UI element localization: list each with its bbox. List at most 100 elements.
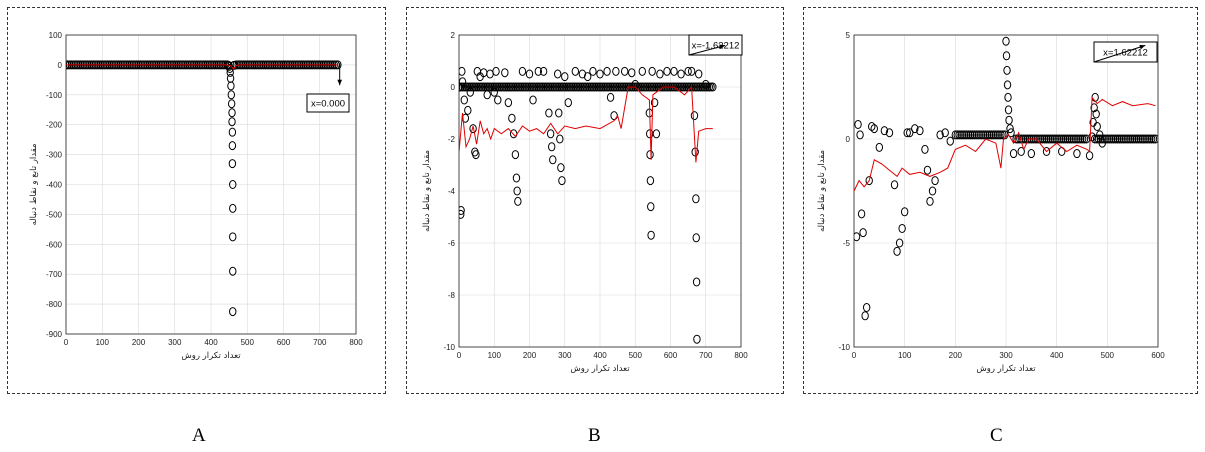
marker-point [605, 82, 613, 92]
marker-point [1096, 130, 1104, 140]
marker-point [459, 66, 466, 76]
marker-point [543, 82, 551, 92]
marker-point [916, 126, 924, 136]
marker-point [508, 82, 516, 92]
panel-label-a: A [192, 425, 206, 446]
x-tick-label: 500 [241, 338, 255, 347]
marker-point [680, 82, 689, 92]
marker-point [459, 82, 467, 92]
marker-point [619, 82, 627, 92]
marker-point [561, 82, 569, 92]
marker-point [923, 165, 932, 175]
marker-point [566, 82, 574, 92]
y-tick-label: -600 [46, 240, 63, 249]
marker-point [603, 82, 611, 92]
marker-point [946, 136, 954, 146]
annotation-arrowhead [1139, 44, 1146, 50]
marker-point [857, 209, 866, 219]
plot-marks [459, 66, 717, 344]
marker-point [459, 206, 465, 215]
marker-point [1142, 134, 1150, 144]
marker-point [1134, 134, 1143, 144]
marker-point [545, 82, 553, 92]
marker-point [504, 82, 513, 92]
chart-c-svg: 0 100 200 300 400 500 600 5 0 -5 -10 تعداد تکرار رو… [817, 31, 1165, 374]
marker-point [1039, 134, 1047, 144]
marker-point [591, 82, 599, 92]
marker-point [513, 186, 521, 196]
marker-point [467, 82, 476, 92]
marker-point [1042, 134, 1051, 144]
y-tick-label: -200 [46, 121, 63, 130]
marker-point [583, 72, 592, 82]
marker-point [459, 82, 463, 92]
x-tick-label: 300 [168, 338, 182, 347]
marker-point [580, 82, 588, 92]
marker-point [955, 130, 963, 140]
marker-point [1115, 134, 1124, 144]
marker-point [509, 82, 518, 92]
marker-point [646, 176, 655, 186]
marker-point [516, 82, 525, 92]
marker-point [859, 228, 867, 238]
marker-point [534, 82, 543, 92]
marker-point [957, 130, 965, 140]
marker-point [689, 82, 698, 92]
marker-point [226, 73, 235, 83]
marker-point [515, 82, 523, 92]
plot-marks [66, 60, 342, 317]
marker-point [926, 196, 934, 206]
marker-point [620, 66, 629, 76]
marker-point [980, 130, 988, 140]
marker-point [554, 69, 562, 79]
annotation-box [688, 34, 743, 56]
marker-point [228, 108, 236, 118]
marker-point [229, 180, 237, 189]
marker-point [548, 82, 557, 92]
marker-point [885, 128, 894, 138]
marker-point [695, 69, 703, 79]
panel-b: 0 100 200 300 400 500 600 700 800 2 0 -2 -4 -6 -8 -10 تع… [406, 7, 784, 394]
annotation-arrow [1093, 44, 1146, 63]
marker-point [1044, 134, 1053, 144]
marker-point [527, 82, 535, 92]
x-axis-label: تعداد تکرار روش [570, 364, 630, 374]
marker-point [549, 155, 557, 165]
marker-point [228, 141, 237, 151]
marker-point [536, 82, 544, 92]
marker-point [677, 69, 685, 79]
marker-point [501, 82, 509, 92]
marker-point [227, 99, 236, 109]
marker-point [459, 82, 465, 92]
marker-point [703, 82, 712, 92]
marker-point [638, 66, 647, 76]
marker-point [1113, 134, 1122, 144]
x-tick-label: 600 [664, 351, 678, 360]
marker-point [695, 82, 703, 92]
marker-point [647, 230, 655, 240]
x-tick-label: 100 [898, 351, 912, 360]
marker-point [1140, 134, 1148, 144]
marker-point [1132, 134, 1141, 144]
marker-point [466, 87, 474, 97]
marker-point [1146, 134, 1154, 144]
marker-point [1121, 134, 1129, 144]
plot-frame [65, 34, 357, 335]
marker-point [592, 82, 601, 92]
marker-point [1046, 134, 1055, 144]
marker-point [1136, 134, 1144, 144]
marker-point [596, 69, 604, 79]
marker-point [583, 82, 592, 92]
marker-point [476, 82, 484, 92]
y-tick-label: 100 [49, 31, 63, 40]
marker-point [460, 82, 468, 92]
marker-point [951, 130, 960, 140]
marker-point [576, 82, 585, 92]
marker-point [471, 82, 479, 92]
marker-point [617, 82, 625, 92]
marker-point [693, 82, 701, 92]
marker-point [1104, 134, 1112, 144]
marker-point [702, 79, 710, 89]
panel-label-c: C [990, 425, 1003, 446]
marker-point [228, 117, 236, 127]
